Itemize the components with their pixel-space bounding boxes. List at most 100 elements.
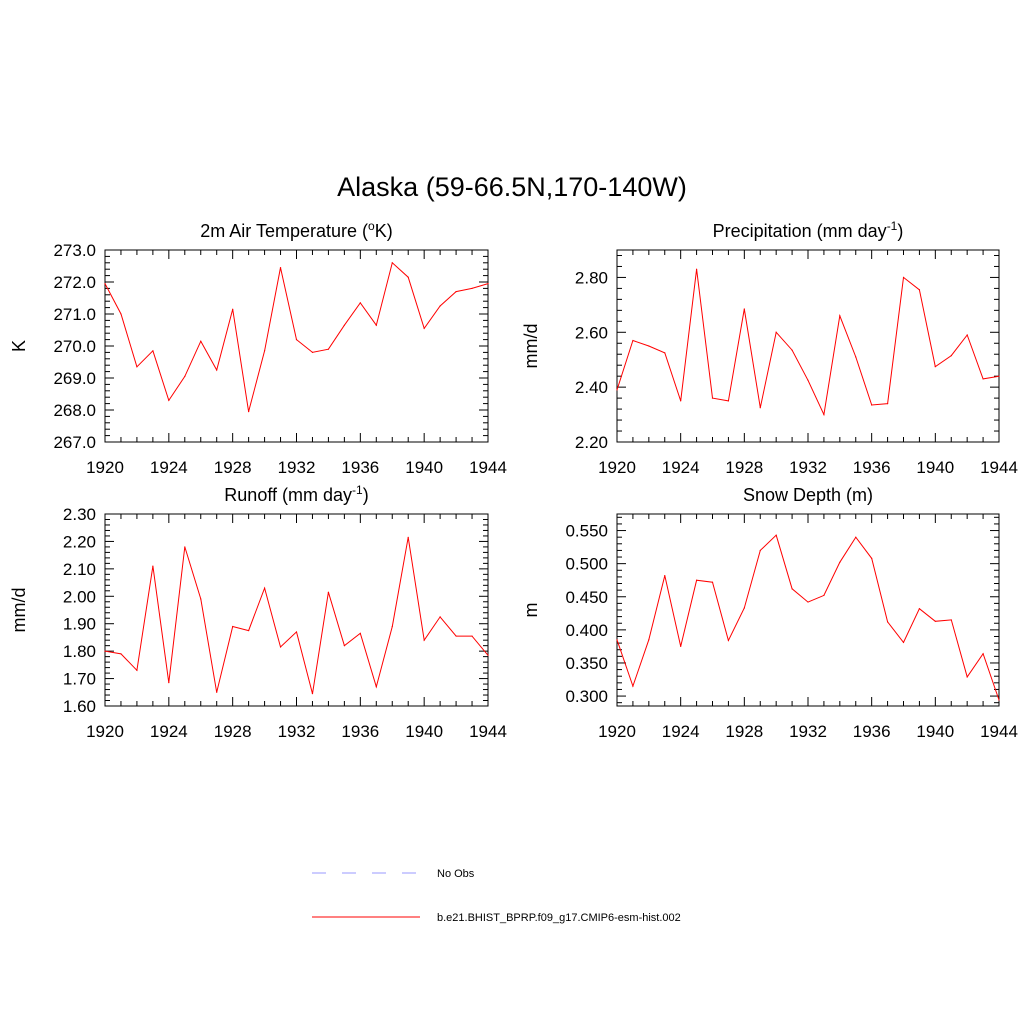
y-tick-label: 0.300 [565, 687, 608, 706]
y-tick-label: 2.10 [63, 560, 96, 579]
x-tick-label: 1928 [214, 458, 252, 477]
data-point [695, 579, 698, 581]
y-tick-label: 2.40 [575, 378, 608, 397]
panel-title-main: Runoff (mm day [224, 485, 352, 505]
y-tick-label: 2.00 [63, 587, 96, 606]
panel-title-superscript: o [368, 219, 375, 233]
data-point [950, 355, 952, 357]
y-tick-label: 2.20 [575, 433, 608, 452]
data-point [279, 646, 282, 648]
data-point [902, 641, 905, 644]
data-point [950, 619, 952, 621]
data-point [327, 591, 330, 593]
data-point [616, 389, 618, 391]
panel-title-main: Snow Depth (m) [743, 485, 873, 505]
y-tick-label: 1.80 [63, 642, 96, 661]
data-point [727, 400, 730, 402]
panel-title-main: Precipitation (mm day [713, 221, 887, 241]
data-point [886, 403, 889, 405]
data-point [632, 339, 634, 342]
data-point [359, 302, 361, 304]
data-point [695, 268, 698, 270]
data-point [966, 334, 968, 336]
data-point [343, 645, 345, 647]
data-point [200, 340, 202, 342]
x-tick-label: 1940 [916, 458, 954, 477]
y-axis-label: K [9, 340, 29, 352]
data-point [711, 397, 714, 399]
y-tick-label: 271.0 [53, 305, 96, 324]
data-point [616, 639, 618, 641]
data-point [104, 283, 106, 285]
x-tick-label: 1940 [916, 722, 954, 741]
panel-4: Snow Depth (m) m 1920 1924 1928 1932 1936 1940 1… [521, 485, 1018, 741]
data-point [311, 693, 314, 695]
data-point [391, 262, 393, 264]
panel-1: 2m Air Temperature (oK) K 1920 1924 1928 1932… [9, 219, 507, 477]
legend: No Obs b.e21.BHIST_BPRP.f09_g17.CMIP6-es… [312, 868, 681, 924]
data-point [775, 534, 777, 536]
data-point [407, 276, 409, 278]
panel-title-superscript: -1 [352, 483, 363, 497]
y-tick-label: 1.70 [63, 670, 96, 689]
data-point [295, 631, 298, 633]
x-tick-label: 1932 [278, 458, 316, 477]
x-tick-label: 1924 [150, 722, 188, 741]
y-tick-label: 2.60 [575, 323, 608, 342]
data-point [823, 594, 825, 597]
data-point [439, 305, 441, 307]
series-line-1 [104, 261, 489, 412]
data-point [232, 308, 234, 310]
x-tick-label: 1940 [405, 458, 443, 477]
data-point [648, 345, 650, 347]
data-point [934, 620, 936, 622]
y-tick-label: 268.0 [53, 401, 96, 420]
plot-frame [104, 513, 489, 707]
panel-title: 2m Air Temperature (oK) [200, 219, 392, 241]
data-point [711, 581, 714, 583]
data-point [775, 331, 777, 333]
x-tick-label: 1920 [598, 458, 636, 477]
x-tick-label: 1924 [662, 458, 700, 477]
data-point [759, 407, 761, 409]
x-tick-label: 1928 [725, 722, 763, 741]
data-point [263, 350, 266, 352]
data-point [168, 399, 170, 401]
data-point [216, 691, 218, 693]
series-line-1 [104, 537, 489, 694]
plot-frame [104, 249, 489, 443]
y-axis-label: m [521, 603, 541, 618]
x-tick-label: 1920 [86, 458, 124, 477]
y-tick-label: 1.90 [63, 615, 96, 634]
data-point [680, 400, 682, 402]
data-point [120, 653, 122, 655]
y-tick-label: 269.0 [53, 369, 96, 388]
y-tick-label: 1.60 [63, 697, 96, 716]
data-point [791, 588, 793, 590]
panel-title: Runoff (mm day-1) [224, 483, 368, 505]
x-tick-label: 1936 [853, 722, 891, 741]
data-point [232, 625, 234, 628]
data-point [216, 369, 218, 371]
panel-title: Precipitation (mm day-1) [713, 219, 904, 241]
plot-frame [616, 249, 1000, 443]
data-point [487, 283, 489, 285]
data-point [248, 411, 250, 413]
legend-label-no-obs: No Obs [437, 868, 475, 880]
x-tick-label: 1940 [405, 722, 443, 741]
data-point [311, 351, 314, 353]
x-tick-label: 1944 [980, 458, 1018, 477]
data-point [391, 625, 393, 628]
x-tick-label: 1936 [853, 458, 891, 477]
data-point [918, 608, 921, 610]
data-point [279, 267, 282, 269]
y-tick-label: 0.500 [565, 555, 608, 574]
data-point [343, 324, 345, 326]
data-point [200, 598, 202, 600]
data-point [632, 685, 634, 687]
panel-title-main: 2m Air Temperature ( [200, 221, 368, 241]
x-tick-label: 1944 [469, 458, 507, 477]
series-line-1 [616, 269, 1000, 417]
data-point [407, 536, 409, 538]
